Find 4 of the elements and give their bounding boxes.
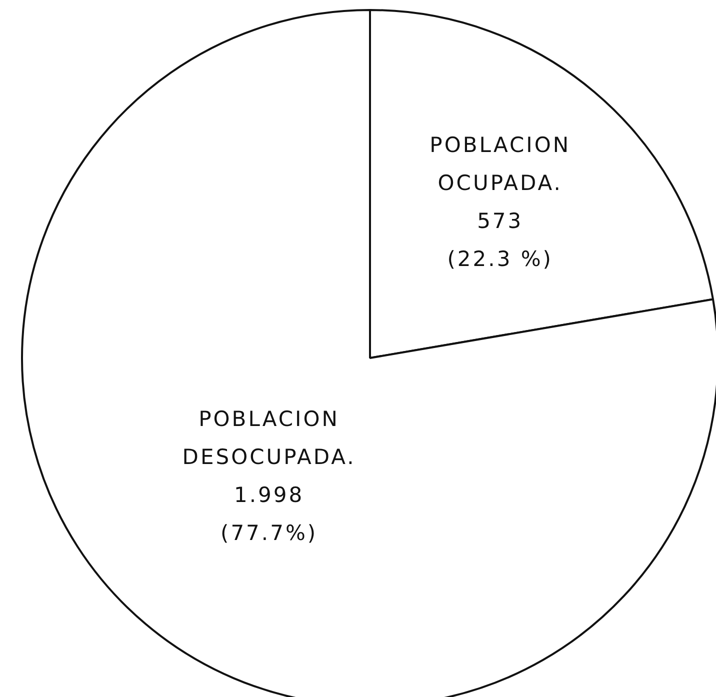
data-label: 573 (22.3 %) xyxy=(447,209,554,272)
data-label: 1.998 (77.7%) xyxy=(220,483,318,546)
slice-label: POBLACION OCUPADA. xyxy=(430,133,571,196)
slice-label: POBLACION DESOCUPADA. xyxy=(182,407,356,470)
